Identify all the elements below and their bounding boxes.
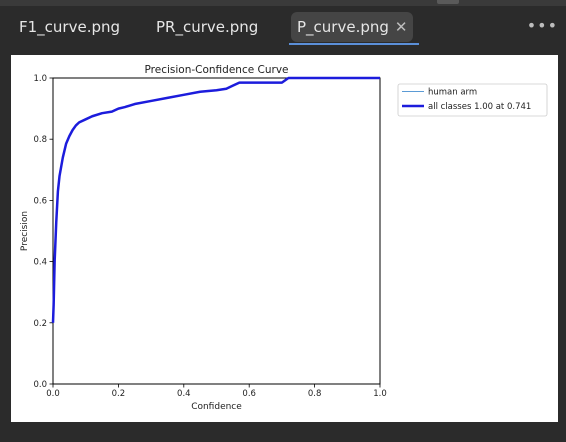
legend-box [397, 83, 548, 117]
x-tick-label: 0.6 [242, 389, 256, 399]
precision-confidence-chart: Precision-Confidence Curve Confidence Pr… [20, 64, 548, 412]
y-tick-label: 0.8 [33, 135, 47, 145]
tab-label: F1_curve.png [19, 18, 121, 36]
y-tick-label: 0.6 [33, 196, 47, 206]
axis-ticks: 0.0 0.2 0.4 0.6 0.8 1.0 0.0 0.2 0.4 0.6 0.8 1.0 [33, 74, 386, 399]
legend: human arm all classes 1.00 at 0.741 [397, 83, 548, 117]
x-tick-label: 0.2 [112, 389, 126, 399]
tab-pr-curve[interactable]: PR_curve.png [156, 12, 258, 42]
x-tick-label: 0.0 [46, 389, 60, 399]
tab-p-curve[interactable]: P_curve.png ✕ [291, 12, 414, 42]
active-tab-indicator [289, 43, 419, 45]
x-tick-label: 0.4 [177, 389, 191, 399]
y-tick-label: 0.4 [33, 258, 47, 268]
y-tick-label: 0.0 [33, 380, 47, 390]
series-line-all-classes [51, 76, 380, 323]
x-axis-label: Confidence [191, 402, 242, 412]
legend-label-all-classes: all classes 1.00 at 0.741 [428, 102, 531, 112]
tab-f1-curve[interactable]: F1_curve.png [19, 12, 120, 42]
y-tick-label: 0.2 [33, 319, 47, 329]
y-tick-label: 1.0 [33, 74, 47, 84]
x-tick-label: 0.8 [308, 389, 322, 399]
x-tick-label: 1.0 [373, 389, 387, 399]
image-viewer: Precision-Confidence Curve Confidence Pr… [11, 55, 558, 422]
tab-label: PR_curve.png [156, 18, 259, 36]
series-line-human-arm [52, 77, 380, 323]
window-top-strip [0, 0, 566, 6]
legend-label-human-arm: human arm [428, 88, 477, 98]
window-drag-handle[interactable] [437, 0, 459, 4]
tab-bar: F1_curve.png PR_curve.png P_curve.png ✕ … [0, 6, 566, 45]
y-axis-label: Precision [20, 211, 30, 251]
series-group [51, 76, 380, 323]
tab-label: P_curve.png [297, 18, 389, 36]
chart-title: Precision-Confidence Curve [145, 64, 289, 76]
more-icon[interactable]: ••• [526, 16, 558, 35]
close-icon[interactable]: ✕ [394, 18, 408, 36]
plot-frame [52, 77, 381, 385]
